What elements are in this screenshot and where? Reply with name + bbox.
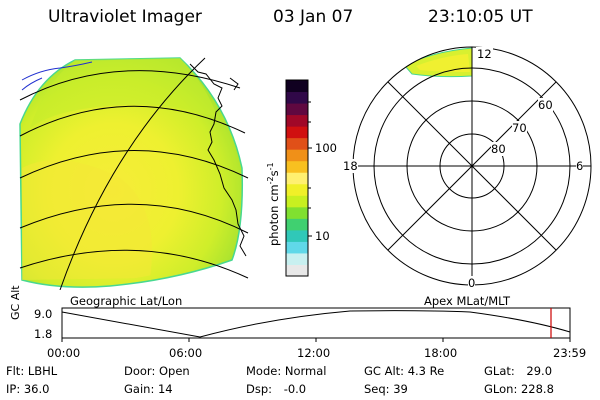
mlat-label-80: 80 (491, 142, 506, 156)
colorbar-segment (286, 91, 308, 104)
colorbar-segment (286, 80, 308, 93)
mlt-label-6: 6 (576, 159, 584, 173)
colorbar-segment (286, 103, 308, 116)
mlt-label-12: 12 (476, 47, 493, 61)
xtick-0600: 06:00 (169, 346, 203, 360)
status-glat: GLat: 29.0 (484, 364, 553, 378)
status-filter: Flt: LBHL (6, 364, 58, 378)
colorbar-segment (286, 241, 308, 254)
xtick-0000: 00:00 (47, 346, 81, 360)
polar-mlat-mlt-panel (352, 46, 592, 286)
geo-panel-caption: Geographic Lat/Lon (70, 294, 183, 308)
observation-time: 23:10:05 UT (428, 7, 533, 27)
colorbar-segment (286, 114, 308, 127)
colorbar (285, 79, 312, 277)
colorbar-segment (286, 206, 308, 219)
status-door: Door: Open (124, 364, 190, 378)
colorbar-segment (286, 172, 308, 185)
colorbar-tick-100: 100 (315, 141, 337, 155)
altitude-ylabel: GC Alt (9, 285, 22, 320)
orbit-altitude-plot (61, 307, 571, 342)
colorbar-segment (286, 183, 308, 196)
colorbar-segment (286, 149, 308, 162)
coastline-blue (21, 61, 93, 81)
coastline (189, 63, 247, 257)
altitude-ytick-min: 1.8 (34, 327, 53, 341)
xtick-1200: 12:00 (297, 346, 331, 360)
colorbar-segment (286, 218, 308, 231)
mlt-label-18: 18 (343, 159, 358, 173)
altitude-ytick-max: 9.0 (34, 307, 53, 321)
status-mode: Mode: Normal (246, 364, 327, 378)
colorbar-scale (286, 80, 308, 277)
colorbar-unit-label: photon cm-2s-1 (266, 162, 281, 246)
status-ip: IP: 36.0 (6, 382, 50, 396)
mlat-label-70: 70 (512, 121, 527, 135)
colorbar-segment (286, 229, 308, 242)
status-seq: Seq: 39 (364, 382, 408, 396)
colorbar-tick-10: 10 (315, 229, 330, 243)
xtick-2359: 23:59 (553, 346, 587, 360)
xtick-1800: 18:00 (424, 346, 458, 360)
status-gain: Gain: 14 (124, 382, 173, 396)
altitude-curve (61, 310, 571, 338)
colorbar-segment (286, 160, 308, 173)
colorbar-segment (286, 126, 308, 139)
mlt-label-0: 0 (468, 276, 476, 290)
longitude-grid-line (59, 57, 206, 290)
instrument-title: Ultraviolet Imager (48, 7, 202, 27)
observation-date: 03 Jan 07 (273, 7, 354, 27)
colorbar-segment (286, 137, 308, 150)
status-gc-alt: GC Alt: 4.3 Re (364, 364, 445, 378)
colorbar-segment (286, 252, 308, 265)
geographic-image-panel (19, 57, 249, 290)
status-glon: GLon: 228.8 (484, 382, 554, 396)
polar-panel-caption: Apex MLat/MLT (424, 294, 511, 308)
status-dsp: Dsp: -0.0 (246, 382, 307, 396)
mlat-label-60: 60 (538, 98, 553, 112)
colorbar-segment (286, 264, 308, 277)
colorbar-segment (286, 195, 308, 208)
altitude-plot-frame (61, 307, 571, 339)
